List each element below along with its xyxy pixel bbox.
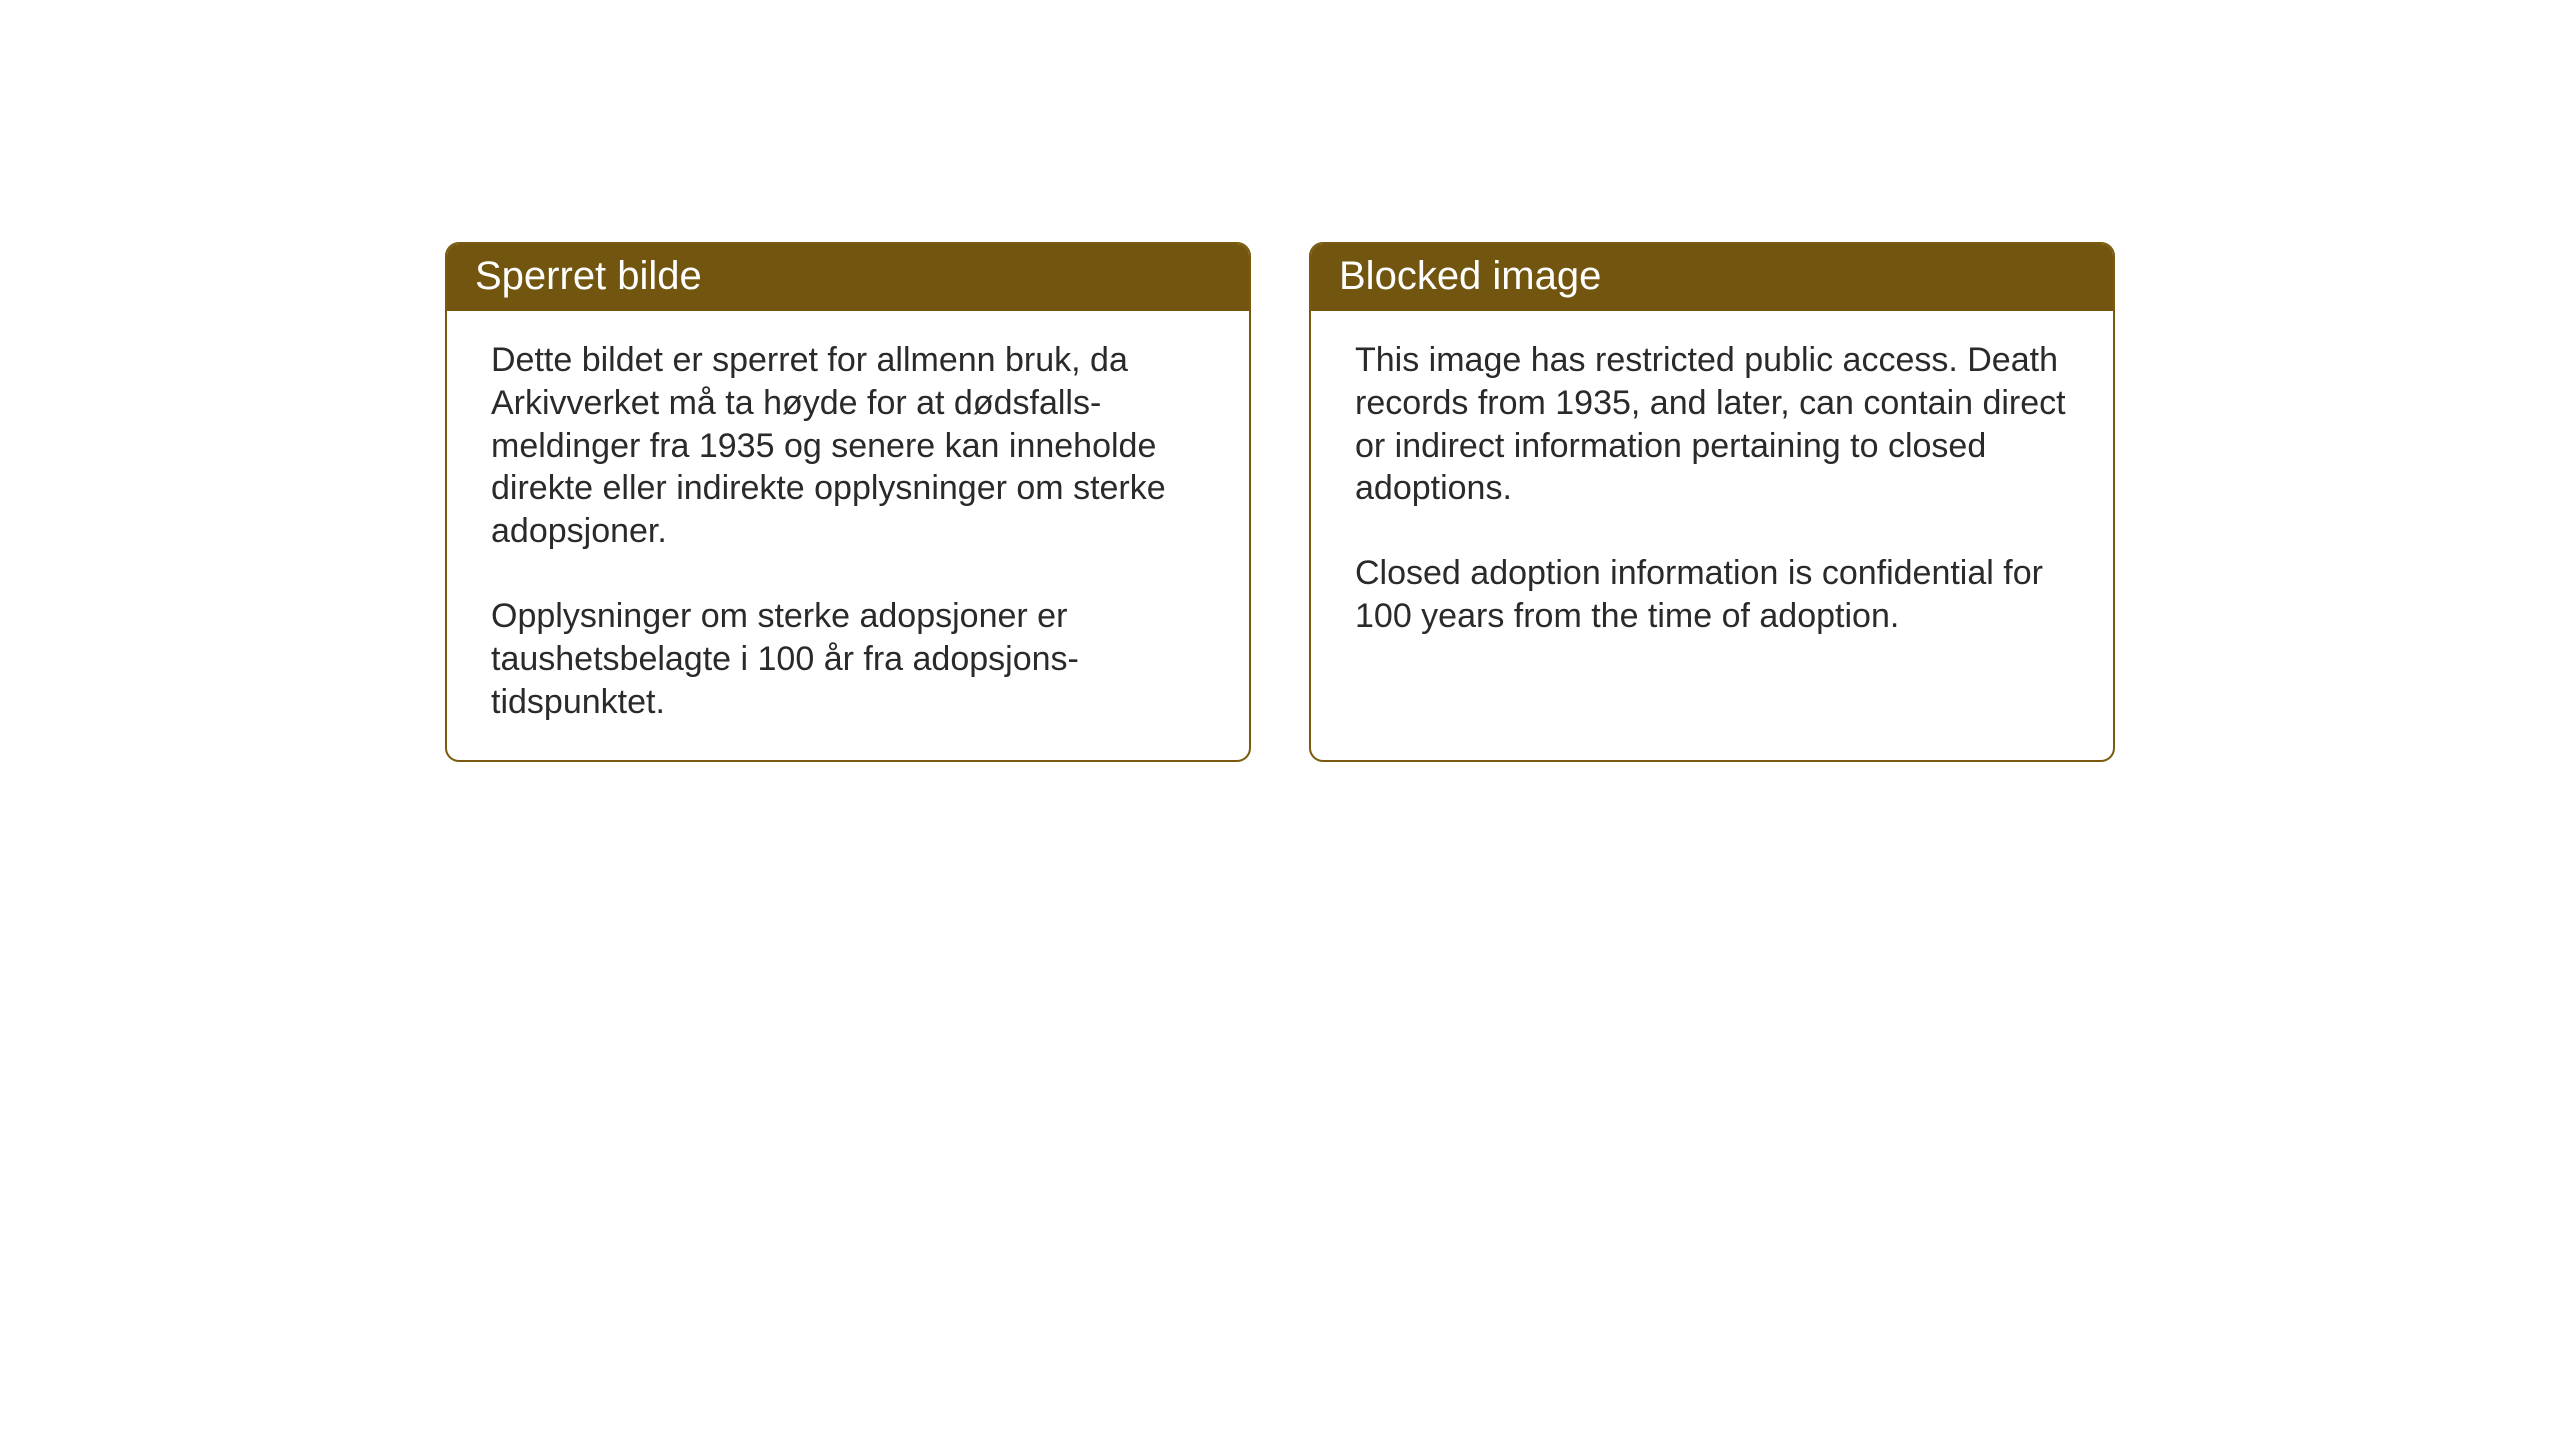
card-norwegian: Sperret bilde Dette bildet er sperret fo… bbox=[445, 242, 1251, 762]
cards-container: Sperret bilde Dette bildet er sperret fo… bbox=[445, 242, 2115, 762]
card-paragraph-2-norwegian: Opplysninger om sterke adopsjoner er tau… bbox=[491, 595, 1205, 723]
card-paragraph-1-norwegian: Dette bildet er sperret for allmenn bruk… bbox=[491, 339, 1205, 553]
card-header-english: Blocked image bbox=[1311, 244, 2113, 311]
card-body-english: This image has restricted public access.… bbox=[1311, 311, 2113, 751]
card-paragraph-2-english: Closed adoption information is confident… bbox=[1355, 552, 2069, 638]
card-paragraph-1-english: This image has restricted public access.… bbox=[1355, 339, 2069, 510]
card-header-norwegian: Sperret bilde bbox=[447, 244, 1249, 311]
card-title-english: Blocked image bbox=[1339, 254, 1601, 298]
card-title-norwegian: Sperret bilde bbox=[475, 254, 702, 298]
card-english: Blocked image This image has restricted … bbox=[1309, 242, 2115, 762]
card-body-norwegian: Dette bildet er sperret for allmenn bruk… bbox=[447, 311, 1249, 760]
